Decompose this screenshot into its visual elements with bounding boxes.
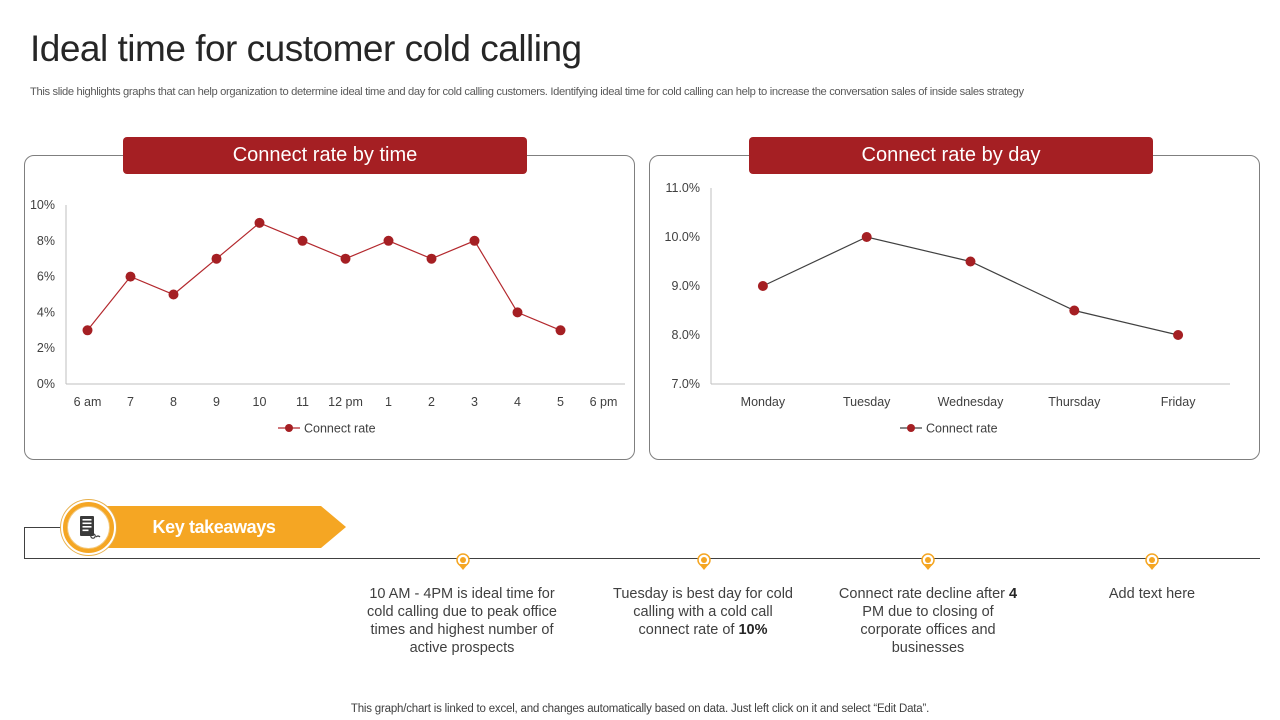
time-data-point <box>383 235 394 246</box>
takeaway-text-4[interactable]: Add text here <box>1057 585 1247 603</box>
day-y-tick-label: 9.0% <box>672 279 701 293</box>
time-y-tick-label: 6% <box>37 270 55 284</box>
time-y-tick-label: 2% <box>37 341 55 355</box>
day-y-tick-label: 7.0% <box>672 377 701 391</box>
time-x-tick-label: 4 <box>514 395 521 409</box>
time-legend-label: Connect rate <box>304 422 376 436</box>
time-data-point <box>211 253 222 264</box>
day-data-point <box>1069 305 1080 316</box>
time-x-tick-label: 8 <box>170 395 177 409</box>
key-takeaways-label: Key takeaways <box>152 517 276 537</box>
time-x-tick-label: 10 <box>253 395 267 409</box>
timeline-line <box>24 558 1260 559</box>
day-series-line <box>762 236 1179 336</box>
time-y-tick-label: 0% <box>37 377 55 391</box>
day-x-tick-label: Wednesday <box>938 395 1005 409</box>
slide-title: Ideal time for customer cold calling <box>30 28 582 69</box>
day-data-point <box>1173 330 1184 340</box>
timeline-connector-vertical <box>24 527 25 559</box>
time-data-point <box>168 289 179 300</box>
timeline-connector-horizontal <box>24 527 64 528</box>
day-data-point <box>861 232 872 242</box>
slide-subtitle: This slide highlights graphs that can he… <box>30 86 1024 98</box>
timeline-marker-2 <box>697 553 711 570</box>
time-x-tick-label: 6 am <box>74 395 102 409</box>
time-x-tick-label: 5 <box>557 395 564 409</box>
takeaway-text-3: Connect rate decline after 4 PM due to c… <box>833 585 1023 657</box>
takeaway-text-2: Tuesday is best day for cold calling wit… <box>608 585 798 639</box>
chart-header-time: Connect rate by time <box>123 137 527 174</box>
day-x-tick-label: Monday <box>741 395 786 409</box>
document-list-icon <box>80 516 101 539</box>
day-y-tick-label: 10.0% <box>665 230 700 244</box>
time-x-tick-label: 9 <box>213 395 220 409</box>
footer-note: This graph/chart is linked to excel, and… <box>350 703 930 715</box>
timeline-marker-4 <box>1145 553 1159 570</box>
time-y-tick-label: 4% <box>37 305 55 319</box>
time-x-tick-label: 6 pm <box>590 395 618 409</box>
takeaway-4-text: Add text here <box>1108 586 1196 602</box>
day-data-point <box>965 256 976 267</box>
time-x-tick-label: 3 <box>471 395 478 409</box>
day-y-tick-label: 11.0% <box>665 181 700 195</box>
charts-canvas[interactable]: 0% 2% 4% 6% 8% 10% 6 am 7 8 9 10 11 12 pm 1 2 3 4 5 6 pm Co… <box>0 0 1280 470</box>
day-x-tick-label: Tuesday <box>843 395 891 409</box>
chart-header-day: Connect rate by day <box>749 137 1153 174</box>
time-data-point <box>340 253 351 264</box>
day-x-tick-label: Friday <box>1161 395 1196 409</box>
time-data-point <box>469 235 480 246</box>
key-takeaways-banner <box>85 506 346 548</box>
time-x-tick-label: 11 <box>296 395 309 409</box>
timeline-marker-3 <box>921 553 935 570</box>
takeaway-1-text: 10 AM - 4PM is ideal time for cold calli… <box>367 586 557 656</box>
time-data-point <box>512 307 523 318</box>
takeaway-3-text: Connect rate decline after <box>838 586 1009 602</box>
takeaway-3-bold: 4 <box>1009 586 1018 602</box>
day-data-point <box>757 281 768 291</box>
time-series-line <box>87 222 561 331</box>
time-legend-marker <box>285 424 293 432</box>
time-x-tick-label: 7 <box>127 395 134 409</box>
takeaway-text-1: 10 AM - 4PM is ideal time for cold calli… <box>367 585 557 657</box>
time-x-tick-label: 1 <box>385 395 392 409</box>
takeaway-2-text: Tuesday is best day for cold calling wit… <box>613 586 793 638</box>
time-y-tick-label: 10% <box>30 198 55 212</box>
takeaway-3-text-end: PM due to closing of corporate offices a… <box>860 604 996 656</box>
time-data-point <box>254 217 265 228</box>
time-x-tick-label: 12 pm <box>328 395 363 409</box>
takeaway-2-bold: 10% <box>738 622 768 638</box>
timeline-marker-1 <box>456 553 470 570</box>
time-data-point <box>297 235 308 246</box>
day-y-tick-label: 8.0% <box>672 328 701 342</box>
time-data-point <box>125 271 136 282</box>
time-data-point <box>426 253 437 264</box>
day-x-tick-label: Thursday <box>1048 395 1101 409</box>
time-data-point <box>82 325 93 336</box>
time-y-tick-label: 8% <box>37 234 55 248</box>
day-legend-marker <box>907 424 915 432</box>
time-data-point <box>555 325 566 336</box>
time-x-tick-label: 2 <box>428 395 435 409</box>
day-legend-label: Connect rate <box>926 422 998 436</box>
